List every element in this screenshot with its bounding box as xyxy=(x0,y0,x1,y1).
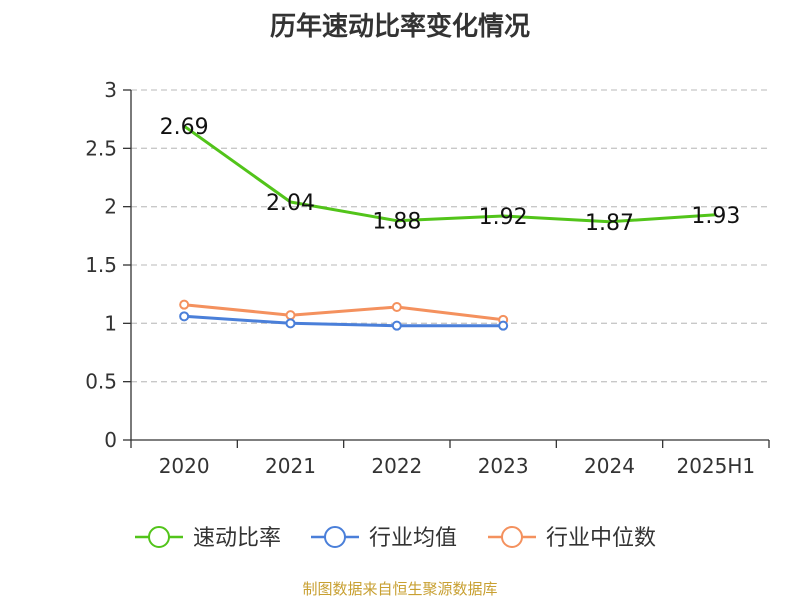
y-tick-label: 1 xyxy=(104,311,117,335)
legend-swatch-marker xyxy=(501,526,523,548)
legend-swatch-marker xyxy=(148,526,170,548)
chart-title: 历年速动比率变化情况 xyxy=(269,12,530,42)
series-line xyxy=(183,124,716,224)
data-label: 1.87 xyxy=(585,211,634,236)
data-point xyxy=(285,318,296,329)
data-point xyxy=(179,299,190,310)
data-label: 2.69 xyxy=(160,115,209,140)
data-point xyxy=(285,310,296,321)
y-tick-label: 1.5 xyxy=(85,253,117,277)
data-labels: 2.69 2.04 1.88 1.92 1.87 1.93 xyxy=(160,115,741,236)
x-tick-label: 2023 xyxy=(478,454,529,478)
x-tick-label: 2022 xyxy=(371,454,422,478)
y-tick-label: 0 xyxy=(104,428,117,452)
data-point xyxy=(498,320,509,331)
axes: 0 0.5 1 1.5 2 2.5 3 2020 2021 2022 2023 2024 2025H1 xyxy=(85,78,770,478)
series-layer xyxy=(179,124,716,331)
data-label: 1.93 xyxy=(691,204,740,229)
source-note: 制图数据来自恒生聚源数据库 xyxy=(302,580,498,598)
y-tick-label: 2 xyxy=(104,195,117,219)
legend-swatch-marker xyxy=(324,526,346,548)
legend-label: 速动比率 xyxy=(193,526,281,551)
x-tick-label: 2020 xyxy=(159,454,210,478)
legend-item[interactable]: 行业均值 xyxy=(311,526,457,551)
x-tick-label: 2024 xyxy=(584,454,635,478)
data-point xyxy=(391,302,402,312)
data-label: 1.92 xyxy=(479,205,528,230)
legend-label: 行业均值 xyxy=(369,526,457,551)
legend-item[interactable]: 速动比率 xyxy=(135,526,281,551)
y-tick-label: 2.5 xyxy=(85,136,117,160)
legend-label: 行业中位数 xyxy=(546,526,656,551)
y-tick-label: 0.5 xyxy=(85,370,117,394)
legend[interactable]: 速动比率 行业均值 行业中位数 xyxy=(135,526,656,551)
grid-lines xyxy=(131,89,769,383)
legend-item[interactable]: 行业中位数 xyxy=(488,526,656,551)
data-label: 1.88 xyxy=(372,210,421,235)
data-point xyxy=(391,320,402,331)
data-label: 2.04 xyxy=(266,191,315,216)
series-line xyxy=(184,303,504,322)
series-line xyxy=(184,314,504,328)
x-tick-label: 2021 xyxy=(265,454,316,478)
data-point xyxy=(179,311,190,322)
x-tick-label: 2025H1 xyxy=(676,454,755,478)
y-tick-label: 3 xyxy=(104,78,117,102)
